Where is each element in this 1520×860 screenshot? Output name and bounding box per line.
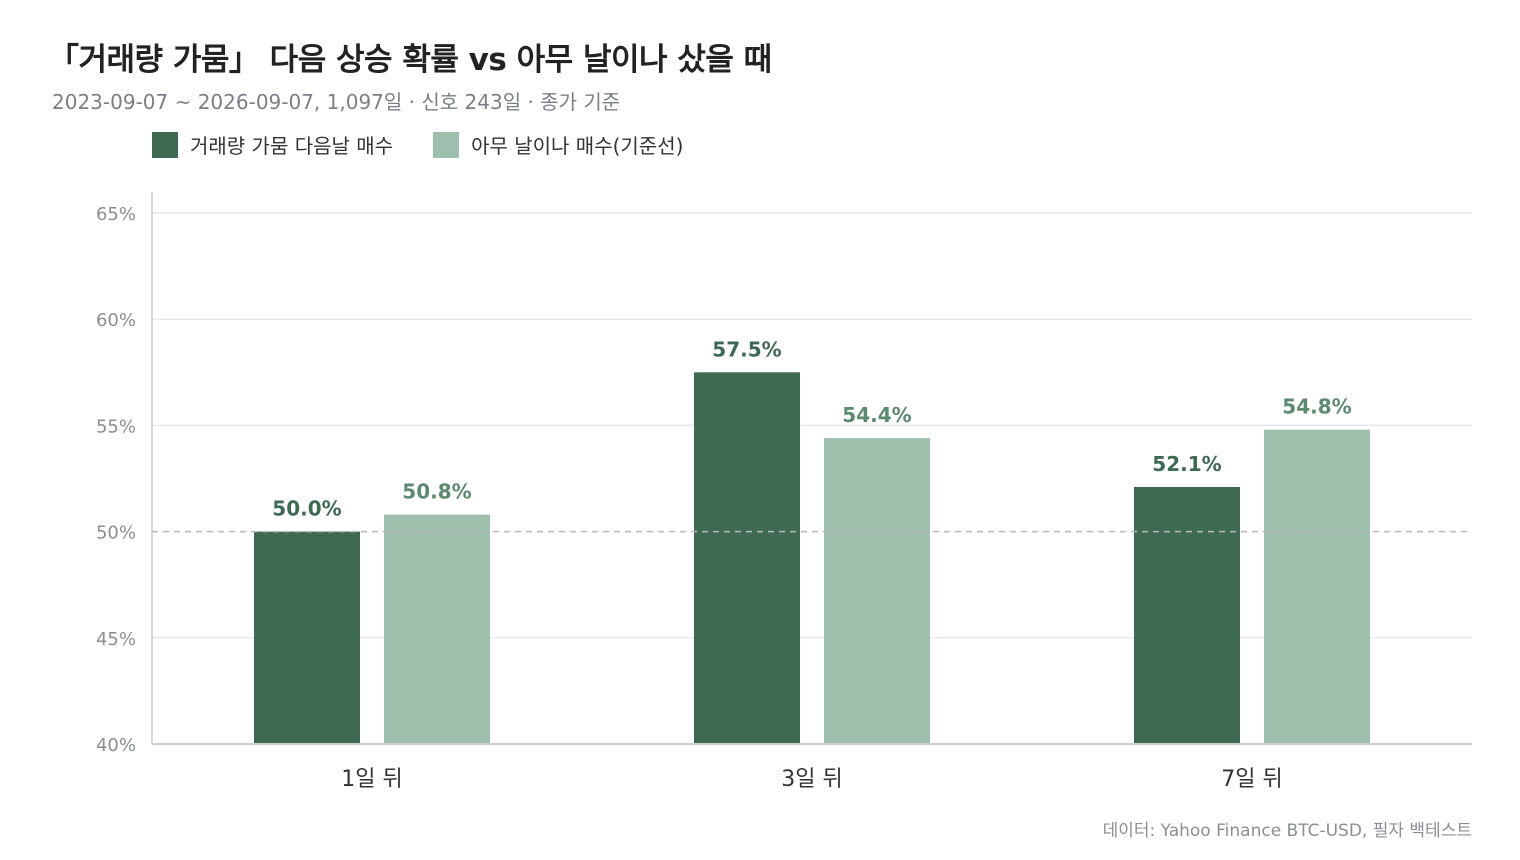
data-label: 50.8% — [402, 480, 471, 504]
data-label: 50.0% — [272, 497, 341, 521]
data-source-note: 데이터: Yahoo Finance BTC-USD, 필자 백테스트 — [1102, 821, 1472, 841]
legend-item-signal: 거래량 가뭄 다음날 매수 — [152, 130, 393, 159]
bar — [694, 372, 800, 744]
x-tick-label: 1일 뒤 — [341, 767, 402, 792]
x-tick-label: 7일 뒤 — [1221, 767, 1282, 792]
bar — [254, 531, 360, 744]
y-tick-label: 65% — [96, 204, 136, 225]
legend-swatch-signal — [152, 131, 178, 158]
y-tick-label: 60% — [96, 310, 136, 331]
chart-title: 「거래량 가뭄」 다음 상승 확률 vs 아무 날이나 샀을 때 — [48, 42, 772, 78]
y-tick-label: 50% — [96, 523, 136, 544]
chart-subtitle: 2023-09-07 ~ 2026-09-07, 1,097일 · 신호 243… — [52, 90, 621, 114]
x-tick-label: 3일 뒤 — [781, 767, 842, 792]
y-tick-label: 45% — [96, 629, 136, 650]
legend-label-baseline: 아무 날이나 매수(기준선) — [471, 134, 684, 158]
legend: 거래량 가뭄 다음날 매수 아무 날이나 매수(기준선) — [152, 130, 683, 159]
legend-swatch-baseline — [433, 131, 460, 158]
bar — [824, 438, 930, 744]
legend-label-signal: 거래량 가뭄 다음날 매수 — [190, 134, 394, 158]
data-label: 54.8% — [1282, 395, 1351, 419]
data-label: 57.5% — [712, 337, 781, 361]
data-label: 52.1% — [1152, 452, 1221, 476]
legend-item-baseline: 아무 날이나 매수(기준선) — [433, 130, 683, 159]
y-tick-label: 40% — [96, 735, 136, 756]
bar — [1264, 429, 1370, 744]
y-tick-label: 55% — [96, 416, 136, 437]
bar — [1134, 486, 1240, 744]
bar — [384, 514, 490, 744]
data-label: 54.4% — [842, 403, 911, 427]
